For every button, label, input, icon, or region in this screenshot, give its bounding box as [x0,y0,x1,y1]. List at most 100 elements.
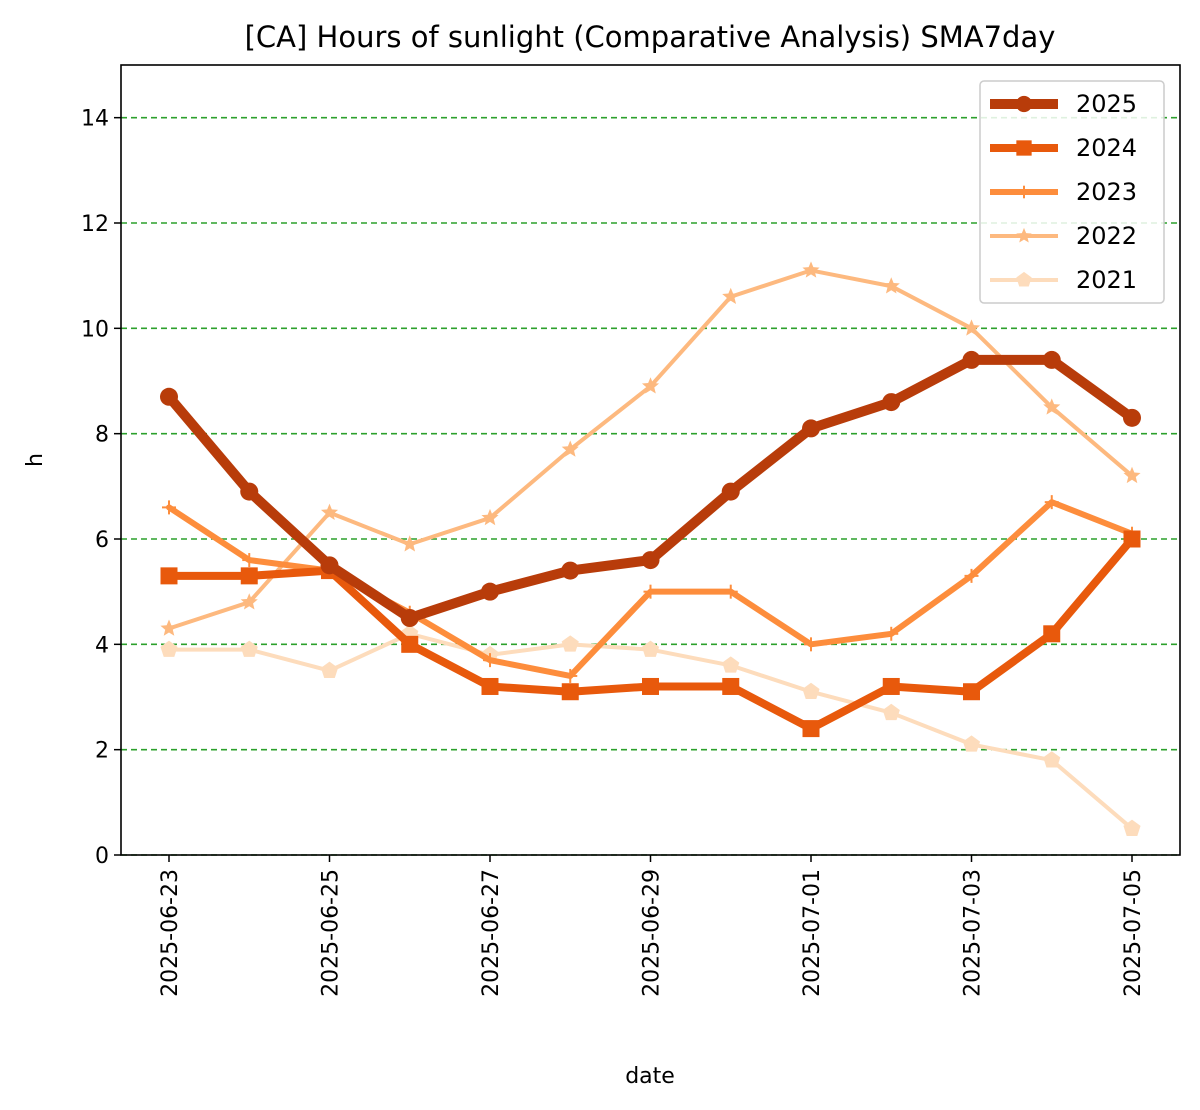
data-point-2023-2025-06-27 [483,653,497,668]
data-point-2023-2025-06-24 [242,553,257,568]
data-point-2024-2025-07-05 [1123,530,1141,548]
y-axis: 0 2 4 6 8 10 12 14 [81,107,121,869]
data-point-2022-2025-07-04 [1043,398,1061,415]
y-tick-label: 12 [81,212,109,237]
x-tick-label: 2025-07-03 [961,869,986,997]
data-point-2021-2025-07-04 [1043,751,1061,768]
data-point-2021-2025-06-24 [240,640,258,657]
series-layer [160,261,1141,836]
legend-label: 2022 [1076,222,1137,250]
data-point-2022-2025-07-05 [1123,466,1141,484]
data-point-2024-2025-06-24 [240,567,258,585]
legend-marker [1016,227,1032,243]
data-point-2022-2025-07-03 [962,319,981,336]
data-point-2021-2025-06-30 [722,656,740,673]
data-point-2022-2025-06-25 [320,503,339,520]
data-point-2024-2025-06-26 [401,635,419,653]
y-tick-label: 8 [95,423,109,448]
data-point-2022-2025-06-27 [481,508,499,526]
y-tick-label: 4 [95,633,109,658]
legend-label: 2023 [1076,178,1137,206]
data-point-2024-2025-07-03 [963,683,980,701]
legend-item-2025: 2025 [990,90,1137,118]
series-2021 [160,624,1141,836]
series-2025 [160,350,1141,627]
data-point-2025-2025-07-05 [1123,408,1141,427]
data-point-2025-2025-07-03 [962,350,981,369]
data-point-2022-2025-06-30 [722,287,740,305]
data-point-2022-2025-06-29 [641,377,660,394]
legend: 2025 2024 2023 2022 2021 [979,80,1165,304]
y-tick-label: 10 [81,317,109,342]
data-point-2024-2025-07-01 [802,720,820,738]
x-tick-label: 2025-07-05 [1121,869,1146,997]
data-point-2021-2025-06-25 [320,661,339,678]
data-point-2023-2025-06-30 [723,584,738,599]
data-point-2021-2025-07-03 [962,735,981,752]
legend-marker [1016,140,1032,156]
data-point-2025-2025-06-28 [561,561,580,580]
data-point-2023-2025-07-02 [884,626,899,641]
data-point-2025-2025-06-26 [400,609,419,627]
data-point-2024-2025-06-23 [160,567,178,585]
x-tick-label: 2025-06-29 [640,869,665,997]
legend-marker [1015,95,1033,113]
data-point-2021-2025-06-28 [561,635,579,652]
data-point-2022-2025-07-01 [802,261,820,278]
data-point-2023-2025-06-28 [563,668,578,683]
series-line-2021 [167,631,1134,831]
data-point-2025-2025-06-30 [721,482,740,501]
data-point-2022-2025-06-23 [160,619,178,636]
data-point-2022-2025-07-02 [882,277,900,294]
data-point-2024-2025-07-02 [882,677,900,695]
data-point-2022-2025-06-26 [401,535,419,552]
legend-label: 2025 [1076,90,1137,118]
x-tick-label: 2025-06-27 [479,869,504,997]
data-point-2021-2025-07-01 [802,682,820,700]
data-point-2024-2025-06-28 [561,683,579,701]
x-tick-label: 2025-06-25 [319,869,344,997]
data-point-2025-2025-06-27 [481,582,499,601]
data-point-2025-2025-06-23 [160,387,178,406]
data-point-2025-2025-07-02 [882,393,901,412]
x-tick-label: 2025-07-01 [800,869,825,997]
legend-item-2023: 2023 [990,178,1137,206]
data-point-2023-2025-06-29 [643,584,658,599]
data-point-2024-2025-07-04 [1043,625,1061,643]
x-tick-label: 2025-06-23 [158,869,183,997]
y-tick-label: 14 [81,107,109,132]
data-point-2023-2025-07-03 [964,568,979,583]
data-point-2024-2025-06-27 [481,677,499,695]
data-point-2023-2025-07-01 [804,637,818,652]
data-point-2021-2025-06-29 [641,640,660,657]
data-point-2025-2025-07-04 [1042,350,1061,369]
data-point-2025-2025-07-01 [802,419,820,438]
legend-item-2024: 2024 [990,134,1137,162]
data-point-2022-2025-06-24 [240,593,258,610]
data-point-2025-2025-06-29 [641,551,660,570]
data-point-2025-2025-06-24 [240,482,259,501]
data-point-2021-2025-07-02 [882,703,900,721]
data-point-2022-2025-06-28 [561,440,579,457]
legend-box [979,80,1165,304]
y-axis-label: h [23,453,48,467]
legend-marker [1017,185,1031,199]
data-point-2023-2025-06-23 [162,500,176,515]
x-axis-label: date [625,1064,675,1089]
y-tick-label: 2 [95,739,109,764]
data-point-2021-2025-06-23 [160,640,178,657]
data-point-2021-2025-07-05 [1123,819,1141,836]
x-axis: 2025-06-23 2025-06-25 2025-06-27 2025-06-29… [158,855,1146,997]
legend-label: 2024 [1076,134,1137,162]
data-point-2024-2025-06-30 [722,677,740,695]
chart-title: [CA] Hours of sunlight (Comparative Anal… [245,20,1056,54]
data-point-2024-2025-06-29 [642,677,659,695]
y-tick-label: 6 [95,528,109,553]
legend-marker [1016,271,1032,287]
y-tick-label: 0 [95,844,109,869]
legend-label: 2021 [1076,266,1137,294]
legend-item-2021: 2021 [990,266,1137,294]
data-point-2023-2025-07-04 [1044,495,1059,510]
data-point-2025-2025-06-25 [320,556,339,575]
